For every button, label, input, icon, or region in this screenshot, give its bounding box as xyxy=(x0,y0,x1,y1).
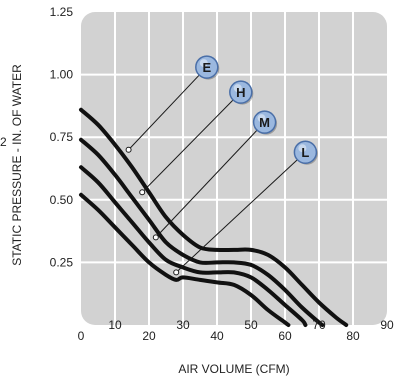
leader-line-l xyxy=(175,151,306,273)
curve-m xyxy=(79,165,308,327)
series-label-m: M xyxy=(259,115,270,130)
curve-e xyxy=(79,107,349,327)
x-tick-label: 70 xyxy=(312,318,326,332)
badge-e xyxy=(195,55,219,79)
badge-highlight xyxy=(199,59,208,68)
x-tick-label: 20 xyxy=(142,329,156,343)
curve-h xyxy=(79,137,325,327)
badge-highlight xyxy=(298,144,307,153)
badge-m xyxy=(252,110,277,134)
x-tick-label: 30 xyxy=(176,318,190,332)
leader-dot-h xyxy=(139,189,146,196)
x-tick-label: 40 xyxy=(210,329,224,343)
leader-line-e xyxy=(128,66,208,151)
badge-l xyxy=(293,140,318,164)
y-axis-title: STATIC PRESSURE - IN. OF WATER xyxy=(10,64,24,266)
x-tick-label: 50 xyxy=(244,318,258,332)
y-tick-label: 0.25 xyxy=(50,255,74,269)
x-tick-label: 0 xyxy=(78,329,85,343)
badge-h xyxy=(229,80,253,104)
leader-dot-m xyxy=(152,234,159,241)
badge-highlight xyxy=(257,114,266,123)
x-tick-label: 10 xyxy=(108,318,122,332)
y-tick-label: 1.25 xyxy=(50,5,74,19)
cropped-label: 2 xyxy=(0,135,7,149)
leader-dot-l xyxy=(173,269,180,276)
leader-dot-e xyxy=(125,146,132,153)
badge-highlight xyxy=(233,84,242,93)
y-tick-label: 0.50 xyxy=(50,193,74,207)
y-tick-label: 0.75 xyxy=(50,130,74,144)
series-label-l: L xyxy=(301,145,309,160)
series-label-h: H xyxy=(236,85,245,100)
leader-line-h xyxy=(141,91,242,193)
x-axis-title: AIR VOLUME (CFM) xyxy=(178,362,289,376)
curve-l xyxy=(79,192,291,327)
x-tick-label: 80 xyxy=(346,329,360,343)
x-tick-label: 90 xyxy=(380,318,394,332)
x-tick-label: 60 xyxy=(278,329,292,343)
series-label-e: E xyxy=(202,60,211,75)
leader-line-m xyxy=(155,121,265,238)
plot-panel xyxy=(81,12,387,325)
y-tick-label: 1.00 xyxy=(50,68,74,82)
